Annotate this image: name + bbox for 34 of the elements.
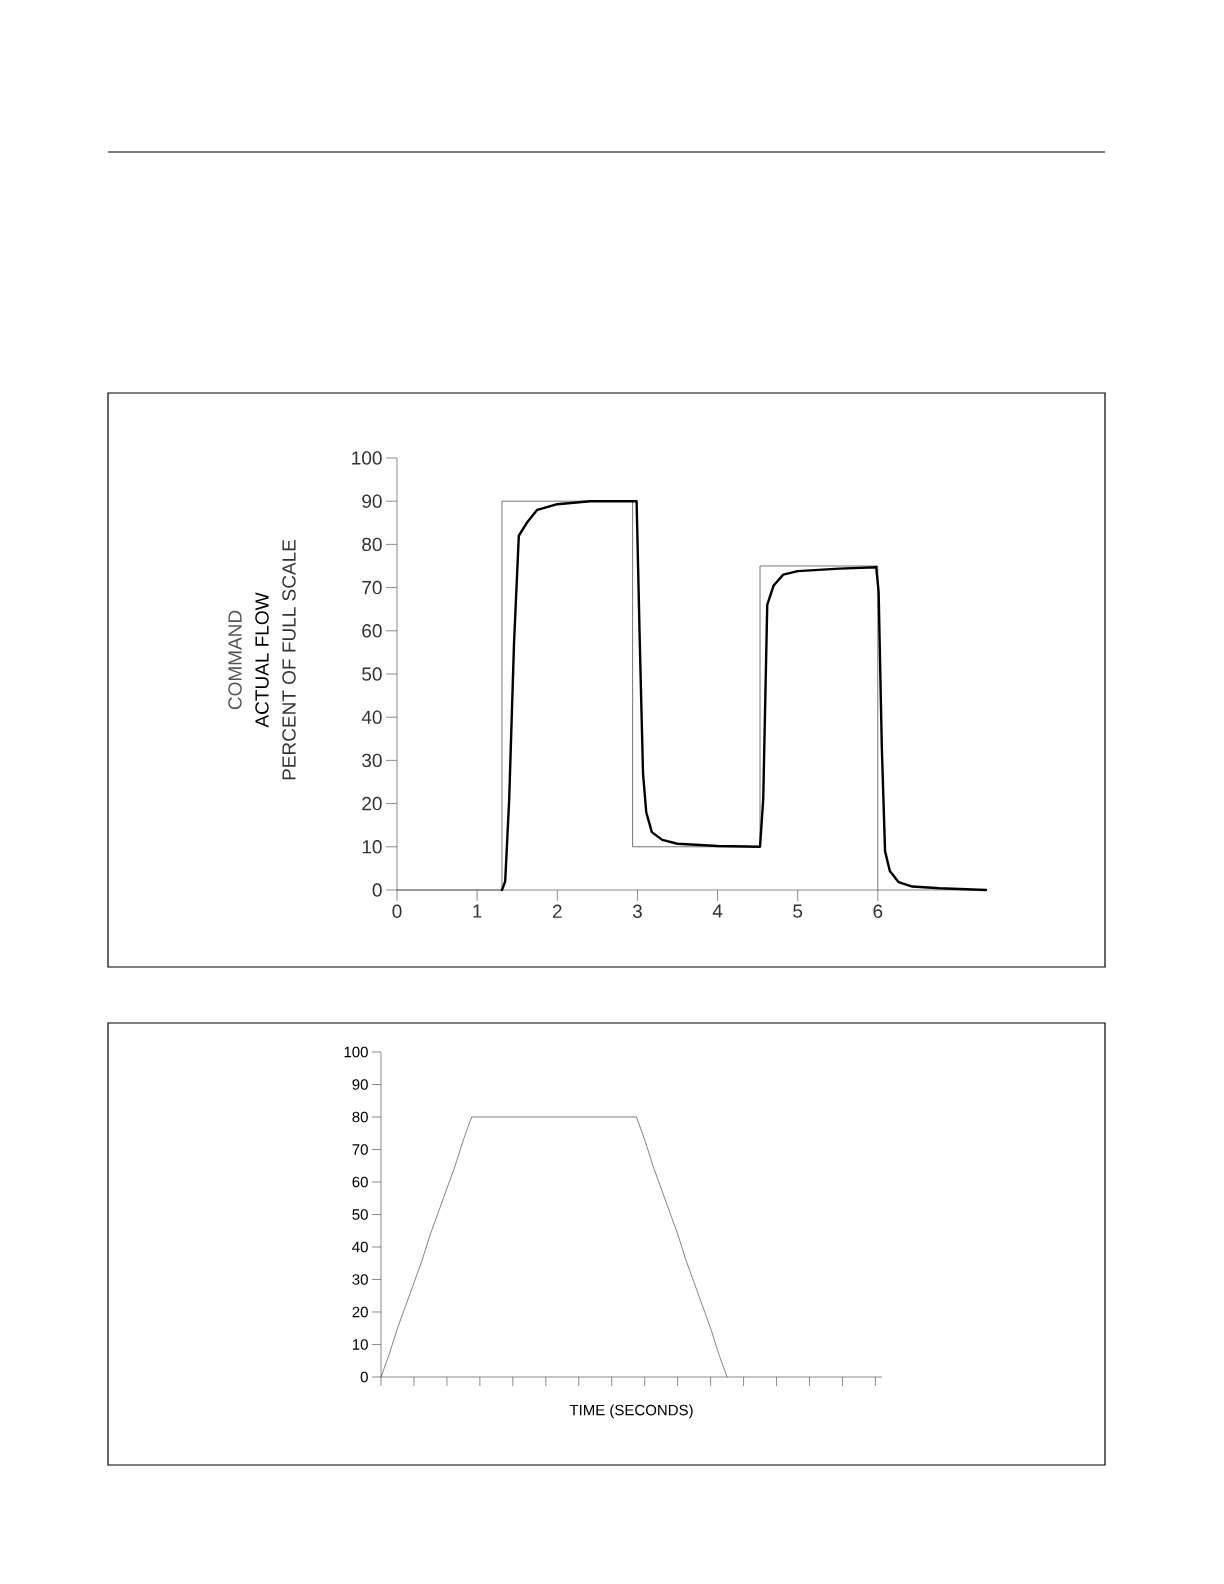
- y-tick-label: 80: [352, 1111, 368, 1123]
- y-tick-label: 30: [352, 1274, 368, 1285]
- x-tick-label: 0: [392, 904, 402, 918]
- y-tick-label: 70: [352, 1144, 368, 1155]
- y-tick-label: 70: [362, 580, 382, 595]
- text: COMMAND: [228, 610, 242, 710]
- x-tick-label: 1: [473, 904, 482, 918]
- y-tick-label: 100: [344, 1046, 368, 1058]
- y-tick-label: 90: [362, 494, 382, 508]
- line-series: [396, 500, 879, 891]
- x-tick-label: 5: [793, 904, 803, 918]
- y-tick-label: 100: [352, 451, 382, 465]
- y-tick-label: 80: [362, 537, 382, 552]
- y-tick-label: 60: [352, 1176, 368, 1188]
- x-tick-label: 2: [552, 904, 562, 918]
- x-tick-label: 3: [632, 904, 642, 918]
- y-tick-label: 50: [362, 667, 382, 681]
- y-tick-label: 90: [352, 1079, 368, 1090]
- y-axis-title: PERCENT OF FULL SCALE: [282, 539, 296, 780]
- text: ACTUAL FLOW: [255, 592, 269, 728]
- y-tick-label: 10: [362, 840, 382, 854]
- x-axis-title: TIME (SECONDS): [569, 1404, 693, 1419]
- y-tick-label: 40: [361, 710, 382, 724]
- y-tick-label: 0: [360, 1371, 368, 1383]
- x-tick-label: 4: [712, 904, 723, 918]
- y-tick-label: 0: [372, 883, 382, 897]
- y-tick-label: 20: [352, 1306, 368, 1318]
- y-tick-label: 10: [352, 1339, 368, 1350]
- y-tick-label: 20: [362, 796, 382, 811]
- y-tick-label: 50: [352, 1209, 368, 1220]
- y-tick-label: 40: [352, 1241, 368, 1253]
- x-tick-label: 6: [873, 904, 883, 918]
- y-tick-label: 30: [362, 753, 382, 768]
- y-tick-label: 60: [362, 624, 382, 638]
